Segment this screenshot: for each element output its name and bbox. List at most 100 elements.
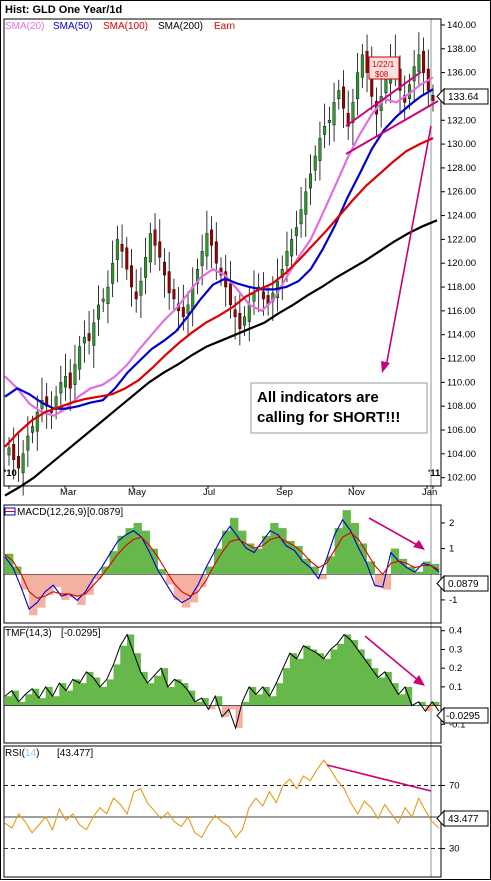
macd-value-tag: 0.0879: [436, 574, 489, 593]
candle-body: [167, 271, 171, 294]
price-xtick-label: Sep: [276, 487, 293, 498]
tmf-area-bar: [337, 643, 345, 706]
macd-histogram-bar: [254, 548, 263, 575]
candle-body: [144, 257, 148, 278]
macd-histogram-bar: [278, 528, 287, 575]
sma100-line: [4, 137, 434, 448]
tmf-value-tag: -0.0295: [436, 706, 489, 725]
rsi-line: [4, 759, 440, 839]
macd-histogram-bar: [398, 558, 408, 575]
macd-histogram-bar: [189, 574, 199, 603]
macd-histogram-bar: [37, 574, 46, 608]
panel-label-rsi-group: RSI(14) [43.477]: [5, 748, 93, 759]
rsi-label: RSI(: [5, 748, 26, 759]
price-ytick-label: 124.00: [447, 211, 476, 222]
tmf-area-bar: [45, 686, 53, 706]
tmf-area-bar: [99, 686, 108, 706]
price-xtick-label: Jan: [422, 487, 437, 498]
tmf-area-bar: [255, 694, 263, 706]
tmf-area-bar: [303, 645, 311, 706]
tmf-label-value: [-0.0295]: [61, 628, 101, 639]
price-ytick-label: 118.00: [447, 282, 475, 293]
candle-body: [342, 86, 345, 109]
candle-body: [422, 50, 426, 73]
tmf-arrow-head: [413, 675, 425, 686]
candle-body: [398, 68, 402, 91]
tmf-area-bar: [113, 664, 121, 706]
price-xtick-label: Nov: [348, 487, 365, 498]
candle-body: [115, 239, 119, 260]
tmf-area-bar: [93, 677, 101, 706]
tmf-area-bar: [323, 658, 331, 706]
tmf-area-bar: [330, 649, 338, 706]
tmf-area-bar: [310, 649, 318, 706]
candle-body: [101, 298, 105, 302]
tmf-line: [4, 633, 440, 730]
candle-body: [181, 307, 185, 318]
sma50-line: [4, 88, 434, 410]
tmf-area-bar: [296, 658, 304, 706]
candle-body: [299, 209, 303, 225]
annotation-line-2: calling for SHORT!!!: [257, 409, 400, 426]
candle-body: [64, 376, 68, 388]
tmf-area-bar: [364, 658, 372, 706]
tmf-area-bar: [344, 634, 352, 706]
macd-label: MACD(12,26,9): [17, 507, 86, 518]
macd-histogram-bar: [342, 510, 351, 575]
tmf-area-bar: [350, 640, 358, 706]
macd-histogram-bar: [213, 548, 223, 575]
tmf-ytick-label: 0.1: [449, 682, 462, 693]
macd-histogram-bar: [13, 566, 22, 575]
macd-histogram-bar: [302, 558, 311, 575]
tmf-area-bar: [38, 698, 46, 706]
macd-histogram-bar: [21, 574, 30, 590]
sma20-line: [4, 76, 434, 417]
tmf-label: TMF(14,3): [5, 628, 52, 639]
chart-title: Hist: GLD One Year/1d: [5, 4, 122, 16]
candle-body: [139, 280, 143, 296]
trendline-lower: [345, 100, 439, 155]
candle-body: [59, 382, 63, 394]
macd-divergence-arrow: [368, 517, 420, 547]
macd-value: 0.0879: [448, 579, 479, 590]
candle-body: [106, 286, 110, 304]
candle-body: [417, 54, 421, 72]
macd-histogram-bar: [133, 522, 142, 575]
macd-histogram-bar: [414, 571, 424, 575]
arrow-head: [381, 361, 390, 373]
macd-histogram-bar: [390, 548, 400, 575]
legend-sma200: SMA(200): [158, 21, 203, 32]
macd-histogram-bar: [93, 574, 102, 580]
candle-body: [243, 316, 247, 326]
panel-border-tmf: [3, 626, 442, 744]
candle-body: [200, 251, 204, 266]
tmf-area-bar: [167, 686, 175, 706]
macd-histogram-bar: [326, 556, 335, 575]
macd-histogram-bar: [270, 522, 279, 575]
price-ytick-label: 122.00: [447, 234, 476, 245]
panel-border-macd: [3, 504, 442, 624]
rsi-value: 43.477: [448, 814, 479, 825]
candle-body: [21, 453, 25, 474]
candle-body: [360, 54, 364, 78]
tmf-area-bar: [120, 645, 128, 706]
macd-histogram-bar: [5, 553, 14, 575]
annotation-line-1: All indicators are: [257, 389, 379, 406]
candle-body: [346, 112, 350, 127]
candle-body: [82, 336, 86, 344]
macd-histogram-bar: [53, 574, 62, 588]
tmf-ytick-label: 0.2: [449, 663, 462, 674]
candle-body: [68, 372, 72, 389]
price-ytick-label: 106.00: [447, 425, 476, 436]
tmf-area-bar: [188, 690, 196, 706]
macd-histogram-bar: [69, 574, 78, 598]
price-ytick-label: 126.00: [447, 187, 476, 198]
tmf-area-bar: [242, 701, 250, 706]
tmf-area-bar: [18, 701, 26, 706]
tmf-area-bar: [235, 705, 243, 729]
annotation-box: All indicators are calling for SHORT!!!: [250, 382, 428, 434]
legend-sma50: SMA(50): [53, 21, 92, 32]
tmf-area-bar: [215, 696, 223, 706]
tmf-area-bar: [52, 696, 60, 706]
